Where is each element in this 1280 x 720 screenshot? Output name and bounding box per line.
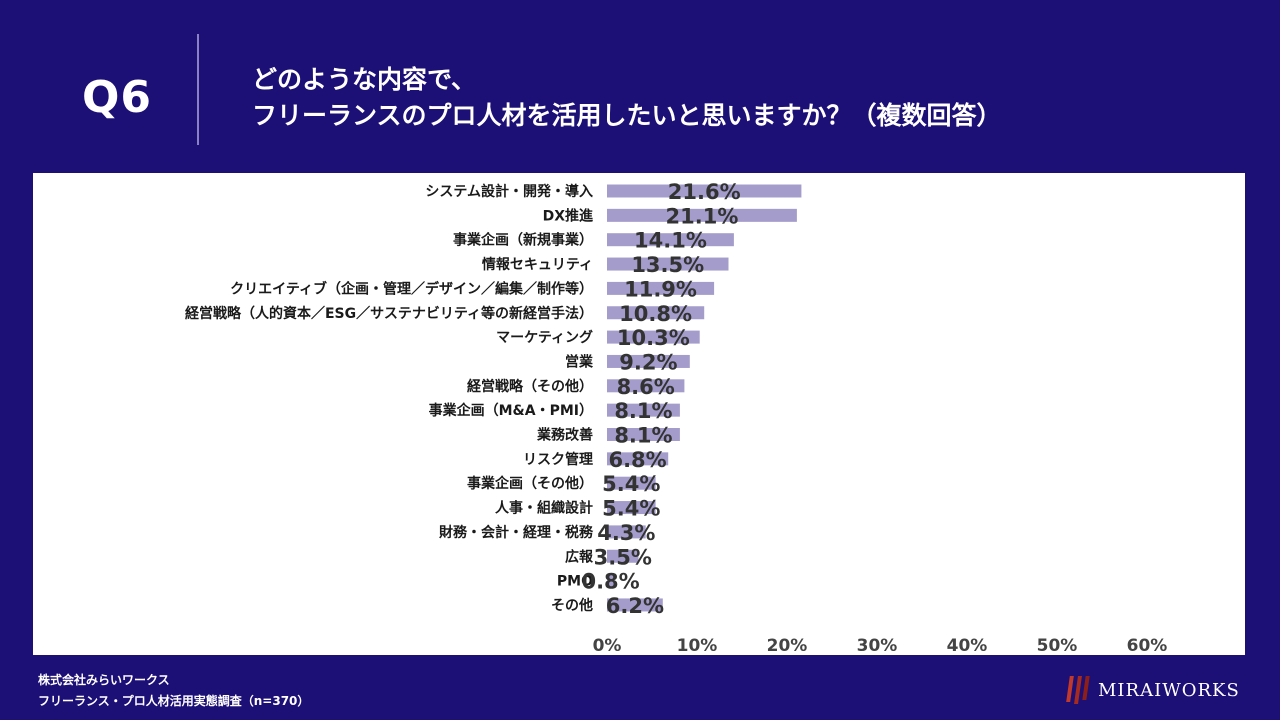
- category-label: DX推進: [543, 207, 593, 224]
- bar-16: [607, 574, 615, 588]
- logo-mark-icon: [1066, 676, 1090, 704]
- value-label: 10.3%: [617, 326, 690, 350]
- question-title-line-2: フリーランスのプロ人材を活用したいと思いますか？（複数回答）: [252, 101, 1002, 130]
- value-label: 8.1%: [614, 399, 672, 423]
- value-label: 9.2%: [619, 350, 677, 374]
- category-label: 営業: [565, 353, 594, 370]
- value-label: 5.4%: [602, 472, 660, 496]
- category-label: 業務改善: [536, 427, 593, 444]
- value-label: 21.1%: [666, 204, 739, 228]
- footer-company: 株式会社みらいワークス: [38, 673, 170, 687]
- value-label: 13.5%: [631, 253, 704, 277]
- value-label: 4.3%: [597, 521, 655, 545]
- value-label: 6.8%: [608, 448, 666, 472]
- x-tick-label: 50%: [1037, 636, 1078, 655]
- chart-panel: システム設計・開発・導入 21.6% DX推進 21.1% 事業企画（新規事業） 14.1…: [33, 173, 1245, 655]
- category-label: 広報: [565, 548, 594, 565]
- bar-12: [607, 476, 656, 490]
- value-label: 3.5%: [594, 545, 652, 569]
- x-tick-label: 30%: [857, 636, 898, 655]
- value-label: 10.8%: [619, 302, 692, 326]
- bar-10: [607, 428, 680, 441]
- bar-5: [607, 306, 705, 320]
- bar-14: [607, 525, 646, 539]
- category-label: 財務・会計・経理・税務: [438, 524, 594, 541]
- category-label: 事業企画（新規事業）: [453, 232, 593, 249]
- bar-4: [607, 281, 715, 295]
- x-tick-label: 20%: [767, 636, 808, 655]
- category-label: PMO: [557, 574, 593, 590]
- value-label: 6.2%: [606, 594, 664, 618]
- category-label: その他: [551, 597, 593, 614]
- question-title-line-1: どのような内容で、: [252, 65, 477, 94]
- value-label: 11.9%: [624, 277, 697, 301]
- value-label: 8.1%: [614, 424, 672, 448]
- category-label: 事業企画（M&A・PMI）: [429, 402, 593, 419]
- category-label: 事業企画（その他）: [467, 475, 593, 492]
- x-tick-label: 10%: [677, 636, 718, 655]
- header-divider: [197, 34, 199, 145]
- bar-3: [607, 257, 729, 271]
- category-label: システム設計・開発・導入: [425, 183, 593, 200]
- logo-text: MIRAIWORKS: [1098, 679, 1240, 701]
- bar-9: [607, 403, 680, 417]
- company-logo: MIRAIWORKS: [1066, 675, 1240, 705]
- bar-13: [607, 501, 656, 515]
- bar-15: [607, 549, 639, 563]
- footer: 株式会社みらいワークス フリーランス・プロ人材活用実態調査（n=370）: [38, 670, 309, 712]
- x-tick-label: 60%: [1127, 636, 1168, 655]
- category-label: マーケティング: [496, 329, 593, 346]
- category-label: 経営戦略（人的資本／ESG／サステナビリティ等の新経営手法）: [185, 305, 593, 322]
- category-label: 情報セキュリティ: [482, 256, 593, 273]
- category-label: 人事・組織設計: [495, 500, 593, 517]
- x-tick-label: 40%: [947, 636, 988, 655]
- bar-11: [607, 452, 669, 466]
- bar-7: [607, 354, 690, 368]
- x-tick-label: 0%: [593, 636, 622, 655]
- bar-0: [607, 184, 802, 198]
- question-number: Q6: [82, 72, 153, 123]
- value-label: 14.1%: [634, 229, 707, 253]
- value-label: 21.6%: [668, 180, 741, 204]
- bar-2: [607, 233, 734, 247]
- bar-6: [607, 330, 700, 344]
- footer-survey: フリーランス・プロ人材活用実態調査（n=370）: [38, 694, 310, 708]
- question-title: どのような内容で、 フリーランスのプロ人材を活用したいと思いますか？（複数回答）: [252, 62, 1002, 134]
- value-label: 8.6%: [617, 375, 675, 399]
- value-label: 5.4%: [602, 497, 660, 521]
- bar-chart: システム設計・開発・導入 21.6% DX推進 21.1% 事業企画（新規事業） 14.1…: [185, 180, 1168, 655]
- value-label: 0.8%: [581, 570, 639, 594]
- bar-17: [607, 598, 663, 612]
- category-label: クリエイティブ（企画・管理／デザイン／編集／制作等）: [230, 280, 593, 297]
- bar-1: [607, 208, 797, 222]
- category-label: 経営戦略（その他）: [467, 378, 593, 395]
- bar-8: [607, 379, 685, 393]
- category-label: リスク管理: [523, 451, 593, 468]
